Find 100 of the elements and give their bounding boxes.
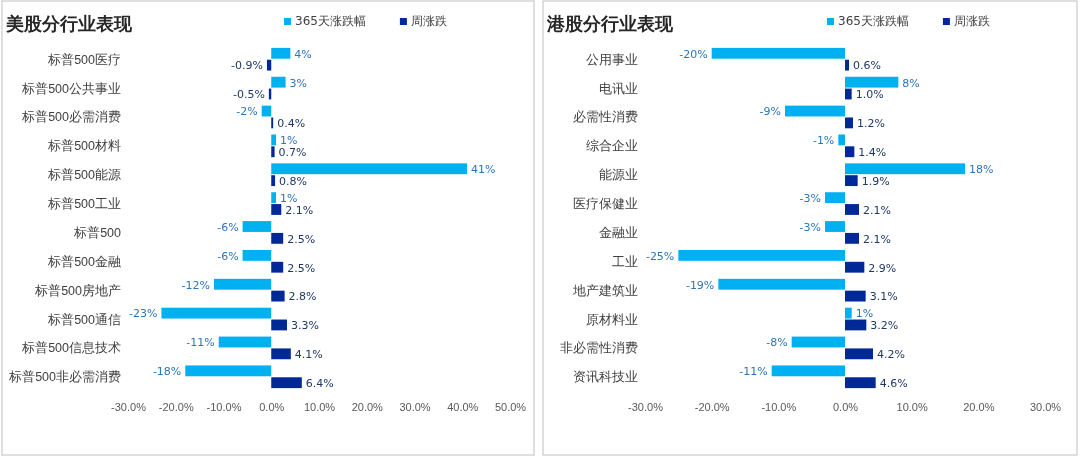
y-tick-label: 地产建筑业	[572, 283, 638, 298]
bar	[271, 47, 291, 59]
y-tick-label: 资讯科技业	[573, 370, 638, 385]
bar	[771, 365, 845, 377]
data-label: 4.1%	[294, 348, 323, 362]
data-label: 4.6%	[879, 377, 908, 391]
y-tick-label: 原材料业	[586, 312, 638, 327]
bar	[271, 76, 286, 88]
data-label: 3.3%	[291, 319, 319, 333]
bar	[271, 192, 277, 204]
x-tick-label: -10.0%	[206, 400, 242, 413]
legend-label: 365天涨跌幅	[838, 14, 909, 28]
bar	[218, 336, 272, 348]
bar	[845, 290, 866, 302]
data-label: 6.4%	[305, 377, 334, 391]
data-label: 18%	[969, 163, 994, 177]
bar	[845, 117, 853, 129]
data-label: -25%	[645, 249, 675, 263]
bar	[785, 105, 845, 117]
bar	[845, 307, 852, 319]
bar	[271, 290, 285, 302]
y-tick-label: 工业	[612, 254, 638, 269]
legend-label: 周涨跌	[410, 14, 447, 28]
data-label: 8%	[902, 76, 920, 90]
data-label: 2.1%	[863, 232, 891, 246]
legend-label: 周涨跌	[953, 14, 990, 28]
x-tick-label: 30.0%	[1029, 400, 1062, 413]
data-label: 0.6%	[853, 59, 881, 73]
bar	[271, 146, 275, 158]
x-tick-label: 40.0%	[447, 400, 479, 413]
bar	[678, 249, 845, 261]
y-tick-label: 标普500医疗	[47, 51, 121, 67]
data-label: 1%	[855, 307, 874, 321]
data-label: -11%	[739, 365, 768, 379]
data-label: -6%	[217, 220, 239, 234]
data-label: -23%	[129, 307, 158, 321]
y-tick-label: 标普500公共事业	[21, 80, 121, 96]
data-label: -3%	[799, 220, 821, 234]
data-label: 1.4%	[858, 146, 887, 160]
bar	[271, 204, 282, 215]
x-tick-label: 50.0%	[494, 400, 527, 413]
y-tick-label: 医疗保健业	[573, 197, 638, 212]
y-tick-label: 标普500房地产	[34, 282, 121, 298]
data-label: -18%	[152, 365, 182, 379]
bar	[845, 232, 859, 244]
data-label: -0.5%	[232, 88, 265, 102]
bar	[718, 278, 845, 290]
y-tick-label: 必需性消费	[573, 110, 638, 125]
y-tick-label: 标普500必需消费	[21, 109, 121, 125]
bar	[271, 261, 284, 273]
x-tick-label: 20.0%	[963, 400, 995, 413]
data-label: -20%	[679, 47, 708, 61]
x-tick-label: -30.0%	[628, 400, 664, 413]
bar	[825, 192, 845, 204]
data-label: 0.4%	[277, 117, 306, 131]
x-tick-label: -20.0%	[694, 400, 730, 413]
bar	[845, 319, 867, 331]
y-tick-label: 标普500金融	[47, 253, 121, 269]
x-tick-label: 10.0%	[303, 400, 336, 413]
x-tick-label: 0.0%	[832, 400, 859, 413]
bar	[791, 336, 845, 348]
bar	[825, 221, 845, 232]
bar	[838, 134, 845, 146]
data-label: -19%	[685, 278, 715, 292]
data-label: 3.2%	[870, 319, 899, 333]
x-tick-label: 0.0%	[259, 400, 285, 413]
data-label: 0.8%	[279, 174, 308, 188]
chart-title: 港股分行业表现	[546, 13, 674, 34]
bar	[845, 261, 865, 273]
data-label: 2.5%	[287, 261, 316, 275]
bar	[242, 221, 272, 232]
data-label: 41%	[471, 163, 496, 177]
x-tick-label: 20.0%	[351, 400, 384, 413]
data-label: -9%	[759, 105, 781, 119]
data-label: -12%	[181, 278, 210, 292]
bar	[271, 348, 291, 360]
bar	[711, 47, 845, 59]
data-label: 2.1%	[285, 203, 314, 217]
data-label: 4%	[294, 47, 312, 61]
data-label: 2.9%	[868, 261, 897, 275]
y-tick-label: 标普500材料	[47, 138, 121, 154]
x-tick-label: -20.0%	[158, 400, 194, 413]
y-tick-label: 标普500信息技术	[21, 340, 121, 356]
bar	[266, 59, 272, 71]
bar	[845, 88, 852, 100]
bar	[845, 377, 876, 389]
data-label: -1%	[812, 134, 835, 148]
bar	[845, 59, 849, 71]
bar	[845, 175, 858, 187]
bar	[845, 204, 859, 215]
y-tick-label: 标普500通信	[47, 311, 121, 327]
data-label: 2.5%	[287, 232, 316, 246]
y-tick-label: 公用事业	[586, 52, 638, 67]
bar	[845, 76, 899, 88]
bar	[271, 175, 276, 187]
data-label: -0.9%	[231, 59, 263, 73]
bar	[845, 146, 855, 158]
bar	[271, 319, 288, 331]
data-label: 3.1%	[869, 290, 898, 304]
y-tick-label: 标普500工业	[47, 196, 121, 212]
